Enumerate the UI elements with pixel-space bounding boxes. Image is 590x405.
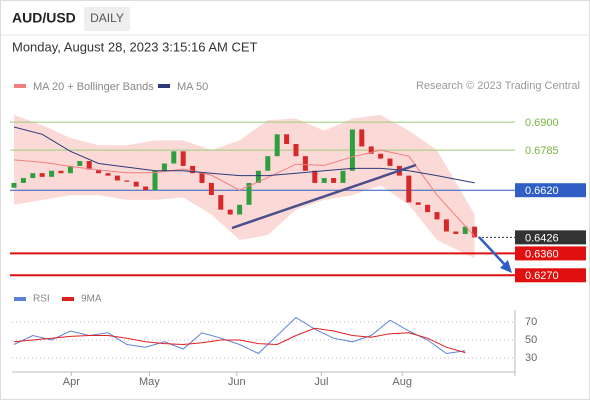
- candle: [443, 219, 449, 232]
- y-tick-label: 30: [525, 352, 537, 364]
- bollinger-band: [14, 114, 475, 259]
- candle: [190, 165, 196, 174]
- x-tick-label: May: [139, 376, 160, 388]
- candle: [368, 146, 374, 154]
- candle: [349, 129, 355, 171]
- candle: [96, 169, 102, 174]
- candle: [161, 163, 167, 171]
- candle: [246, 182, 252, 205]
- date: Monday, August 28, 2023 3:15:16 AM CET: [12, 39, 258, 54]
- candle: [340, 170, 346, 183]
- legend-label: MA 50: [177, 81, 208, 93]
- candle: [434, 212, 440, 220]
- symbol: AUD/USD: [12, 10, 76, 26]
- candle: [462, 226, 468, 234]
- candle: [453, 231, 459, 234]
- level-label: 0.6620: [525, 185, 559, 197]
- x-tick-label: Jun: [228, 376, 246, 388]
- level-box: [515, 246, 586, 261]
- candle: [77, 161, 83, 166]
- candle: [143, 186, 149, 191]
- level-label: 0.6900: [525, 117, 559, 129]
- candle: [114, 175, 120, 181]
- y-tick-label: 70: [525, 316, 537, 328]
- legend-swatch: [158, 84, 170, 88]
- candle: [321, 178, 327, 183]
- legend-label: MA 20 + Bollinger Bands: [33, 81, 154, 93]
- candle: [218, 195, 224, 210]
- candle: [284, 134, 290, 145]
- candle: [425, 204, 431, 213]
- level-label: 0.6360: [525, 248, 559, 260]
- x-tick-label: Jul: [314, 376, 328, 388]
- candle: [237, 204, 243, 215]
- rsi-line: [13, 327, 466, 354]
- candle: [67, 165, 73, 174]
- legend-label: RSI: [33, 294, 50, 305]
- candle: [331, 178, 337, 183]
- timeframe-badge: [84, 7, 130, 31]
- ma-line: [13, 149, 475, 237]
- candle: [378, 153, 384, 159]
- ma-line: [13, 126, 475, 184]
- candle: [58, 170, 64, 174]
- candle: [359, 129, 365, 147]
- candle: [180, 151, 186, 166]
- forecast-arrow: [478, 236, 507, 267]
- candle: [30, 173, 36, 179]
- candle: [124, 180, 130, 182]
- y-tick-label: 50: [525, 334, 537, 346]
- legend-label: 9MA: [81, 294, 102, 305]
- candle: [265, 156, 271, 171]
- level-box: [515, 268, 586, 283]
- x-tick-label: Aug: [392, 376, 412, 388]
- candle: [406, 175, 412, 203]
- level-box: [515, 230, 586, 245]
- candle: [293, 144, 299, 157]
- candle: [387, 158, 393, 166]
- level-label: 0.6785: [525, 145, 559, 157]
- candle: [302, 156, 308, 171]
- candle: [20, 178, 26, 183]
- candle: [86, 161, 92, 170]
- candle: [133, 181, 139, 187]
- legend-swatch: [14, 297, 26, 301]
- level-label: 0.6426: [525, 232, 559, 244]
- level-label: 0.6270: [525, 270, 559, 282]
- level-box: [515, 183, 586, 198]
- candle: [208, 182, 214, 196]
- candle: [274, 134, 280, 157]
- candle: [171, 151, 177, 164]
- candle: [227, 209, 233, 215]
- legend-swatch: [14, 84, 26, 88]
- timeframe: DAILY: [90, 11, 124, 25]
- credit: Research © 2023 Trading Central: [416, 80, 580, 92]
- candle: [49, 170, 55, 177]
- candle: [152, 170, 158, 191]
- legend-swatch: [62, 297, 74, 301]
- candle: [415, 202, 421, 205]
- candle: [255, 170, 261, 183]
- candle: [312, 170, 318, 183]
- candle: [472, 226, 478, 238]
- arrow-head: [500, 260, 512, 273]
- x-tick-label: Apr: [63, 376, 80, 388]
- candle: [199, 173, 205, 183]
- candle: [39, 173, 45, 177]
- candle: [11, 182, 17, 188]
- trend-line: [231, 163, 417, 230]
- candle: [105, 173, 111, 176]
